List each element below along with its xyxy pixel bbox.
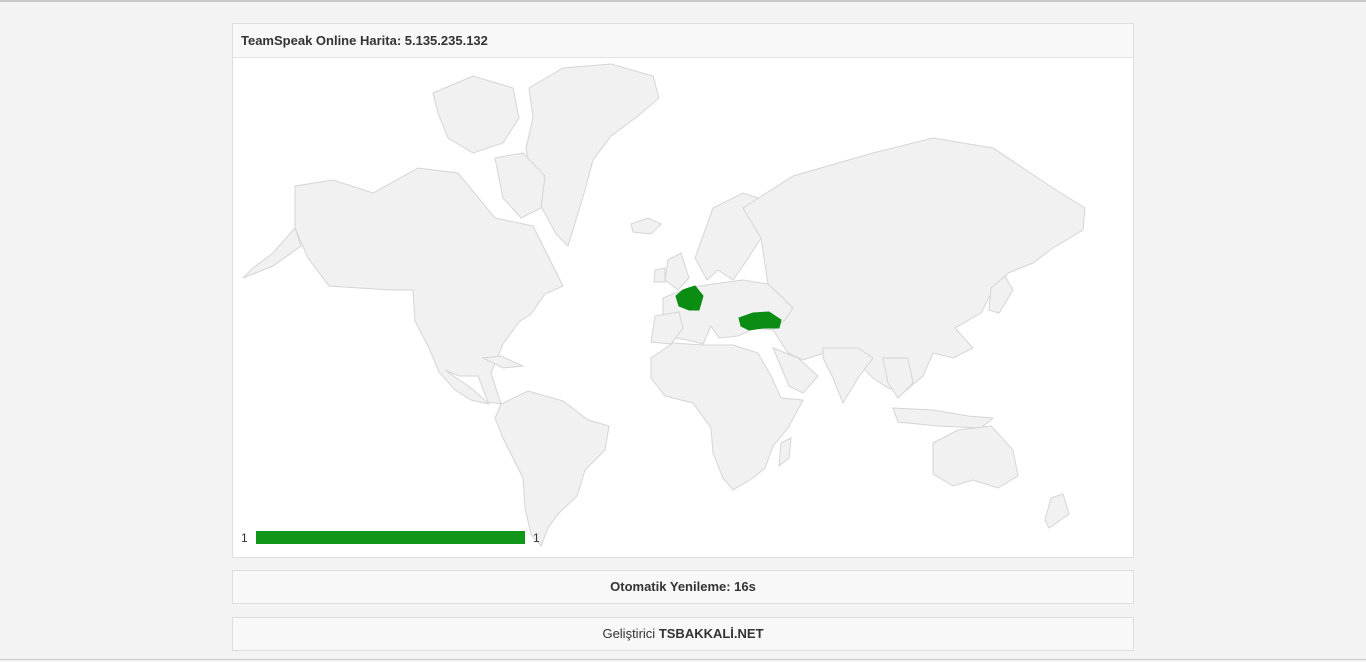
country-france[interactable] bbox=[675, 285, 704, 311]
asia[interactable] bbox=[742, 137, 1086, 394]
australia[interactable] bbox=[932, 425, 1019, 489]
japan[interactable] bbox=[988, 275, 1014, 314]
ireland[interactable] bbox=[653, 267, 666, 283]
top-border bbox=[0, 0, 1366, 2]
alaska-peninsula[interactable] bbox=[242, 227, 302, 279]
indonesia[interactable] bbox=[892, 407, 995, 429]
arabia[interactable] bbox=[772, 347, 819, 394]
arctic-islands[interactable] bbox=[432, 75, 520, 154]
auto-refresh-label: Otomatik Yenileme: 16s bbox=[610, 579, 756, 594]
legend-min-label: 1 bbox=[241, 531, 248, 545]
iceland[interactable] bbox=[630, 217, 662, 235]
country-turkey[interactable] bbox=[738, 311, 782, 331]
madagascar[interactable] bbox=[778, 437, 792, 468]
greenland[interactable] bbox=[525, 63, 660, 247]
south-america[interactable] bbox=[494, 390, 610, 547]
world-map[interactable] bbox=[233, 58, 1133, 557]
bottom-border bbox=[0, 659, 1366, 660]
uk[interactable] bbox=[664, 252, 690, 291]
new-zealand[interactable] bbox=[1044, 493, 1070, 529]
baffin-island[interactable] bbox=[494, 152, 546, 219]
legend-color-bar bbox=[256, 531, 525, 544]
africa[interactable] bbox=[650, 342, 804, 491]
map-container: 1 1 bbox=[233, 58, 1133, 557]
developer-box: Geliştirici TSBAKKALİ.NET bbox=[232, 617, 1134, 651]
legend-max-label: 1 bbox=[533, 531, 540, 545]
southeast-asia[interactable] bbox=[882, 357, 914, 399]
panel-title: TeamSpeak Online Harita: 5.135.235.132 bbox=[233, 24, 1133, 58]
india[interactable] bbox=[822, 347, 874, 405]
developer-name: TSBAKKALİ.NET bbox=[658, 626, 764, 641]
north-america[interactable] bbox=[294, 167, 564, 405]
developer-prefix: Geliştirici bbox=[602, 626, 656, 641]
map-panel: TeamSpeak Online Harita: 5.135.235.132 bbox=[232, 23, 1134, 558]
auto-refresh-box: Otomatik Yenileme: 16s bbox=[232, 570, 1134, 604]
cuba[interactable] bbox=[481, 355, 525, 369]
iberia[interactable] bbox=[650, 311, 684, 345]
